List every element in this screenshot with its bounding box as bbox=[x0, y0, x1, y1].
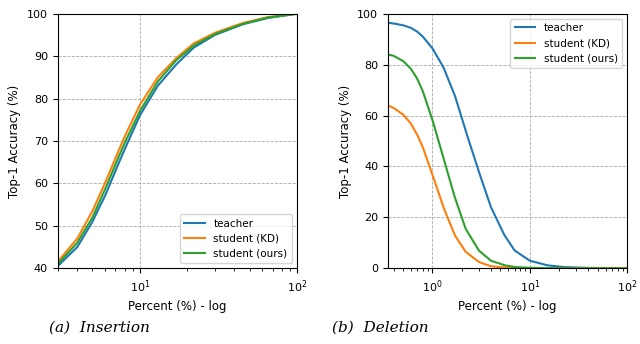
teacher bbox=[623, 266, 631, 270]
student (KD) bbox=[580, 266, 588, 270]
student (ours) bbox=[287, 12, 295, 17]
Line: student (ours): student (ours) bbox=[388, 54, 627, 268]
Y-axis label: Top-1 Accuracy (%): Top-1 Accuracy (%) bbox=[339, 84, 351, 198]
Legend: teacher, student (KD), student (ours): teacher, student (KD), student (ours) bbox=[180, 214, 292, 263]
teacher bbox=[580, 266, 588, 270]
teacher bbox=[384, 21, 392, 25]
student (KD) bbox=[384, 103, 392, 107]
student (KD) bbox=[168, 61, 175, 65]
student (KD) bbox=[499, 265, 507, 269]
teacher bbox=[287, 12, 295, 17]
teacher bbox=[54, 264, 61, 268]
student (KD) bbox=[618, 266, 626, 270]
student (ours) bbox=[384, 52, 392, 56]
teacher bbox=[513, 250, 521, 255]
student (ours) bbox=[169, 62, 177, 66]
student (KD) bbox=[527, 266, 534, 270]
student (ours) bbox=[168, 64, 175, 68]
student (ours) bbox=[618, 266, 626, 270]
student (KD) bbox=[287, 12, 295, 17]
Text: (a)  Insertion: (a) Insertion bbox=[49, 321, 150, 335]
student (KD) bbox=[54, 260, 61, 264]
student (ours) bbox=[623, 266, 631, 270]
student (KD) bbox=[293, 12, 301, 16]
student (ours) bbox=[183, 49, 191, 53]
Y-axis label: Top-1 Accuracy (%): Top-1 Accuracy (%) bbox=[8, 84, 21, 198]
student (ours) bbox=[580, 266, 588, 270]
Text: (b)  Deletion: (b) Deletion bbox=[333, 321, 429, 335]
student (KD) bbox=[623, 266, 631, 270]
Line: student (ours): student (ours) bbox=[58, 14, 297, 264]
student (KD) bbox=[183, 47, 191, 51]
Line: student (KD): student (KD) bbox=[58, 14, 297, 262]
student (KD) bbox=[196, 38, 204, 42]
student (ours) bbox=[250, 19, 258, 23]
Line: teacher: teacher bbox=[388, 23, 627, 268]
teacher bbox=[168, 68, 175, 72]
Line: student (KD): student (KD) bbox=[388, 105, 627, 268]
student (ours) bbox=[559, 266, 567, 270]
teacher bbox=[293, 12, 301, 16]
X-axis label: Percent (%) - log: Percent (%) - log bbox=[458, 300, 557, 313]
X-axis label: Percent (%) - log: Percent (%) - log bbox=[128, 300, 227, 313]
student (KD) bbox=[250, 18, 258, 22]
student (ours) bbox=[293, 12, 301, 16]
student (KD) bbox=[526, 266, 534, 270]
teacher bbox=[527, 259, 534, 263]
student (KD) bbox=[498, 265, 506, 269]
student (ours) bbox=[54, 262, 61, 266]
student (ours) bbox=[196, 40, 204, 44]
Line: teacher: teacher bbox=[58, 14, 297, 266]
student (ours) bbox=[527, 266, 534, 270]
student (ours) bbox=[498, 262, 506, 266]
teacher bbox=[618, 266, 625, 270]
student (KD) bbox=[169, 60, 177, 64]
teacher bbox=[169, 66, 177, 71]
teacher bbox=[250, 19, 258, 23]
Legend: teacher, student (KD), student (ours): teacher, student (KD), student (ours) bbox=[510, 19, 622, 68]
teacher bbox=[498, 227, 506, 231]
student (ours) bbox=[499, 263, 507, 267]
student (ours) bbox=[513, 265, 521, 269]
teacher bbox=[196, 42, 204, 46]
teacher bbox=[183, 52, 191, 56]
student (KD) bbox=[513, 266, 521, 270]
teacher bbox=[499, 230, 507, 234]
